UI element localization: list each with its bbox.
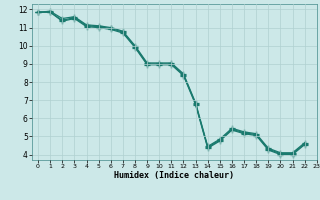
X-axis label: Humidex (Indice chaleur): Humidex (Indice chaleur) [115,171,234,180]
